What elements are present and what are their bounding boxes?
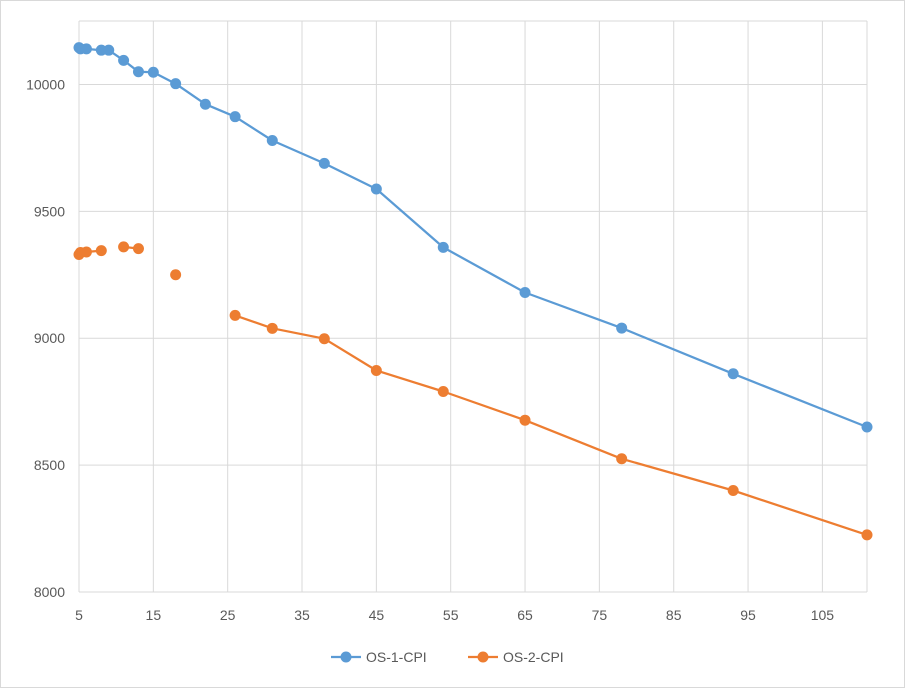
data-point: [370, 183, 382, 195]
data-point: [437, 241, 449, 253]
data-point: [95, 245, 107, 257]
data-point: [229, 309, 241, 321]
data-point: [727, 484, 739, 496]
x-tick-label: 35: [294, 607, 310, 623]
x-tick-label: 105: [811, 607, 835, 623]
data-point: [519, 287, 531, 299]
data-point: [80, 43, 92, 55]
data-point: [616, 453, 628, 465]
data-point: [318, 333, 330, 345]
data-point: [370, 364, 382, 376]
data-point: [616, 322, 628, 334]
gridlines: [78, 20, 868, 593]
y-tick-label: 8500: [34, 457, 65, 473]
x-tick-label: 45: [369, 607, 385, 623]
legend-label: OS-1-CPI: [366, 649, 427, 665]
data-point: [861, 529, 873, 541]
y-tick-label: 10000: [26, 76, 65, 92]
legend-marker: [340, 651, 352, 663]
legend: OS-1-CPI OS-2-CPI: [331, 649, 564, 665]
x-tick-label: 95: [740, 607, 756, 623]
series-line-segment: [78, 46, 868, 429]
data-point: [170, 78, 182, 90]
x-axis-tick-labels: 5 15 25 35 45 55 65 75 85 95 105: [75, 607, 834, 623]
data-point: [132, 243, 144, 255]
x-tick-label: 5: [75, 607, 83, 623]
series-OS-1-CPI: [73, 42, 873, 433]
data-point: [437, 386, 449, 398]
y-axis-tick-labels: 8000 8500 9000 9500 10000: [26, 76, 65, 600]
data-point: [118, 54, 130, 66]
data-point: [861, 421, 873, 433]
legend-marker: [477, 651, 489, 663]
data-point: [727, 368, 739, 380]
series-line-segment: [234, 314, 868, 536]
data-point: [147, 66, 159, 78]
y-tick-label: 8000: [34, 584, 65, 600]
series-OS-2-CPI: [73, 241, 873, 541]
x-tick-label: 15: [146, 607, 162, 623]
x-tick-label: 85: [666, 607, 682, 623]
legend-label: OS-2-CPI: [503, 649, 564, 665]
data-point: [266, 135, 278, 147]
x-tick-label: 75: [592, 607, 608, 623]
data-series: [73, 42, 873, 541]
data-point: [199, 98, 211, 110]
y-tick-label: 9500: [34, 203, 65, 219]
y-tick-label: 9000: [34, 330, 65, 346]
data-point: [519, 414, 531, 426]
x-tick-label: 65: [517, 607, 533, 623]
x-tick-label: 25: [220, 607, 236, 623]
data-point: [318, 157, 330, 169]
data-point: [103, 44, 115, 56]
data-point: [118, 241, 130, 253]
data-point: [229, 111, 241, 123]
data-point: [132, 66, 144, 78]
x-tick-label: 55: [443, 607, 459, 623]
data-point: [80, 246, 92, 258]
data-point: [170, 269, 182, 281]
data-point: [266, 322, 278, 334]
